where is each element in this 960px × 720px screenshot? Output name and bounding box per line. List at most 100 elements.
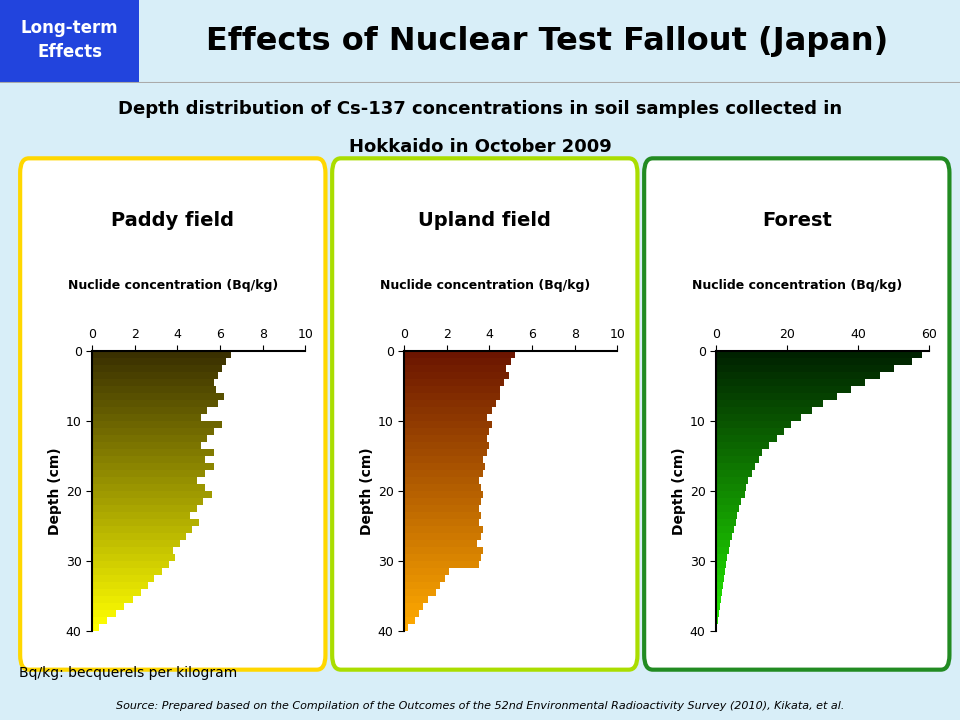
Bar (716, 351, 923, 359)
Bar (404, 400, 495, 408)
Bar (716, 519, 735, 526)
Bar (404, 491, 483, 498)
Y-axis label: Depth (cm): Depth (cm) (672, 447, 685, 535)
Bar (716, 421, 791, 428)
Bar (716, 554, 727, 561)
Bar (92, 617, 108, 624)
Bar (404, 519, 479, 526)
Bar (716, 547, 729, 554)
Bar (404, 561, 479, 568)
Bar (716, 428, 783, 435)
Bar (404, 463, 485, 470)
Text: Depth distribution of Cs-137 concentrations in soil samples collected in: Depth distribution of Cs-137 concentrati… (118, 100, 842, 118)
Text: Effects of Nuclear Test Fallout (Japan): Effects of Nuclear Test Fallout (Japan) (206, 26, 888, 57)
Bar (716, 386, 852, 393)
Bar (716, 610, 719, 617)
Bar (404, 498, 481, 505)
Bar (404, 372, 509, 379)
Bar (716, 561, 726, 568)
Bar (92, 379, 214, 386)
FancyBboxPatch shape (332, 158, 637, 670)
Text: Hokkaido in October 2009: Hokkaido in October 2009 (348, 138, 612, 156)
Bar (92, 582, 148, 589)
Bar (404, 617, 415, 624)
Text: Nuclide concentration (Bq/kg): Nuclide concentration (Bq/kg) (67, 279, 278, 292)
Bar (716, 575, 724, 582)
Bar (404, 505, 479, 512)
Bar (92, 575, 154, 582)
Bar (716, 589, 722, 596)
Bar (92, 540, 180, 547)
Bar (404, 526, 483, 533)
Bar (404, 365, 507, 372)
Bar (716, 526, 733, 533)
Bar (404, 547, 483, 554)
Y-axis label: Depth (cm): Depth (cm) (360, 447, 373, 535)
Bar (716, 505, 739, 512)
Bar (92, 359, 227, 365)
Bar (404, 610, 420, 617)
Bar (716, 533, 732, 540)
Bar (92, 428, 214, 435)
Bar (716, 359, 912, 365)
Bar (716, 596, 721, 603)
FancyBboxPatch shape (644, 158, 949, 670)
Bar (92, 498, 203, 505)
Bar (716, 372, 879, 379)
Bar (404, 393, 500, 400)
Bar (404, 603, 423, 610)
Bar (404, 428, 490, 435)
FancyBboxPatch shape (20, 158, 325, 670)
Bar (92, 596, 132, 603)
Text: Nuclide concentration (Bq/kg): Nuclide concentration (Bq/kg) (691, 279, 902, 292)
Bar (92, 603, 124, 610)
Bar (716, 540, 731, 547)
Bar (404, 582, 441, 589)
Bar (92, 526, 192, 533)
Bar (716, 435, 777, 442)
Bar (404, 568, 449, 575)
Bar (716, 582, 723, 589)
Bar (92, 519, 199, 526)
Bar (92, 624, 99, 631)
Bar (92, 456, 205, 463)
Bar (92, 449, 214, 456)
Bar (716, 414, 802, 421)
Bar (716, 365, 894, 372)
Bar (716, 456, 758, 463)
Bar (716, 408, 812, 414)
Bar (716, 603, 720, 610)
Bar (92, 477, 197, 484)
Bar (92, 386, 216, 393)
Bar (92, 484, 205, 491)
Bar (404, 386, 500, 393)
Bar (404, 456, 483, 463)
Bar (92, 435, 207, 442)
Text: Source: Prepared based on the Compilation of the Outcomes of the 52nd Environmen: Source: Prepared based on the Compilatio… (116, 701, 844, 711)
Bar (404, 449, 488, 456)
Bar (404, 512, 481, 519)
Bar (404, 540, 476, 547)
Text: Paddy field: Paddy field (111, 212, 234, 230)
Bar (92, 589, 141, 596)
Bar (404, 359, 511, 365)
Bar (716, 449, 762, 456)
Bar (716, 512, 737, 519)
Bar (404, 379, 504, 386)
Bar (404, 484, 481, 491)
Bar (404, 414, 488, 421)
Bar (92, 512, 190, 519)
Bar (404, 435, 488, 442)
Bar (716, 617, 718, 624)
Bar (404, 442, 490, 449)
Bar (716, 442, 769, 449)
Bar (92, 421, 222, 428)
Y-axis label: Depth (cm): Depth (cm) (48, 447, 61, 535)
Bar (92, 393, 225, 400)
Bar (404, 351, 515, 359)
Bar (716, 477, 748, 484)
Bar (404, 589, 436, 596)
Text: Long-term
Effects: Long-term Effects (21, 19, 118, 60)
Bar (92, 568, 162, 575)
Bar (404, 408, 492, 414)
